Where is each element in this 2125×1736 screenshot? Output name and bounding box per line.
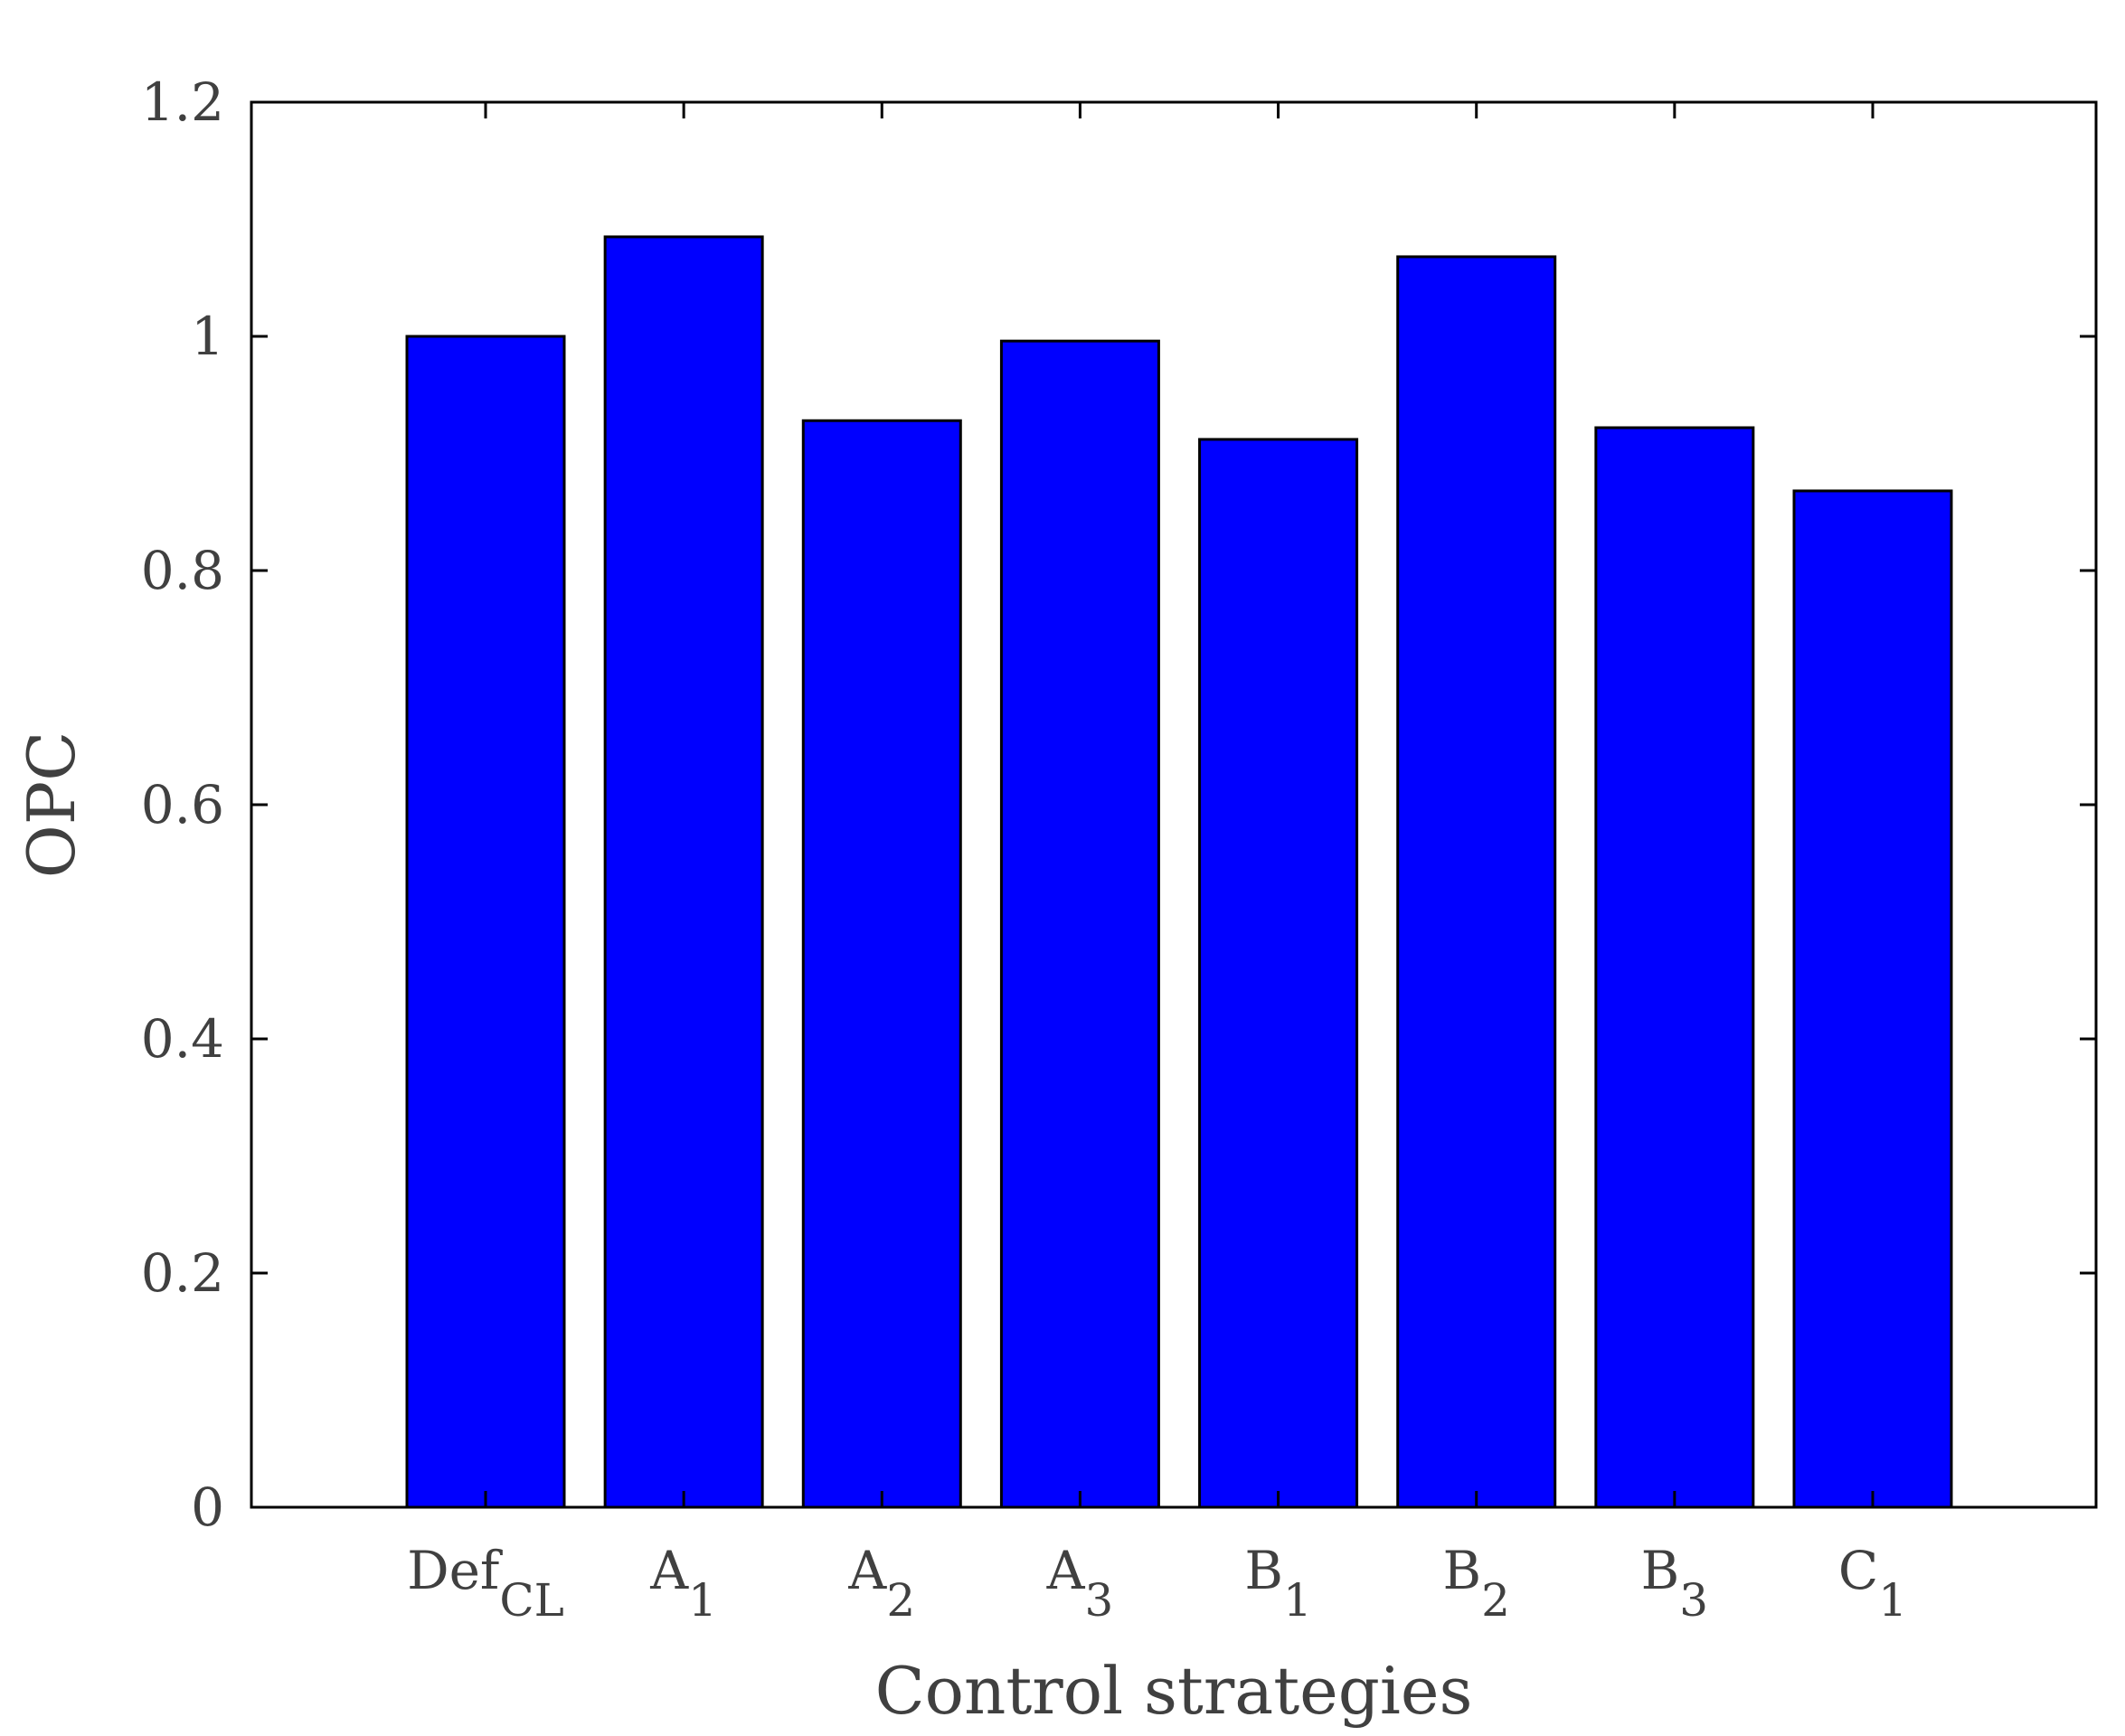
x-tick-label-subscript: CL [499,1574,563,1627]
y-tick-label: 0.2 [141,1242,224,1304]
bar-b2 [1396,255,1557,1509]
y-tick-label: 0.4 [141,1008,224,1070]
x-tick-label: C1 [1838,1540,1907,1627]
y-tick-label: 1.2 [141,71,224,133]
x-tick-label: B2 [1442,1540,1509,1627]
x-tick-label: DefCL [407,1540,564,1627]
bar-b1 [1198,438,1359,1509]
y-axis-label: OPC [14,731,90,879]
x-tick-label: A3 [1046,1540,1114,1627]
bar-c1 [1792,489,1953,1509]
bar-a2 [801,419,962,1509]
bars-layer [405,235,1953,1509]
x-tick-label-main: B [1641,1540,1680,1601]
y-tick-label: 0.8 [141,540,224,601]
bar-defcl [405,335,566,1509]
x-tick-label-subscript: 3 [1084,1574,1113,1627]
x-tick-label-subscript: 1 [1283,1574,1312,1627]
x-tick-label-main: B [1244,1540,1283,1601]
x-tick-label-main: A [649,1540,689,1601]
x-tick-label-main: C [1838,1540,1878,1601]
y-tick-label: 0 [191,1477,224,1538]
x-tick-label-subscript: 1 [688,1574,717,1627]
x-tick-label-main: Def [407,1540,503,1601]
x-tick-label: B1 [1244,1540,1311,1627]
x-tick-label-subscript: 2 [1481,1574,1510,1627]
bar-a3 [999,339,1160,1509]
x-tick-label: A1 [649,1540,717,1627]
x-tick-label-subscript: 2 [886,1574,915,1627]
axes-layer [250,100,2098,1509]
bar-b3 [1594,426,1755,1509]
y-tick-label: 0.6 [141,774,224,835]
x-tick-label-subscript: 3 [1679,1574,1708,1627]
x-tick-label-main: A [1046,1540,1086,1601]
x-axis-label: Control strategies [875,1653,1473,1729]
bar-a1 [603,235,764,1509]
x-tick-label-subscript: 1 [1878,1574,1907,1627]
x-tick-label-main: B [1442,1540,1481,1601]
x-tick-label-main: A [847,1540,887,1601]
y-tick-label: 1 [191,306,224,367]
x-tick-label: A2 [847,1540,915,1627]
x-tick-label: B3 [1641,1540,1708,1627]
